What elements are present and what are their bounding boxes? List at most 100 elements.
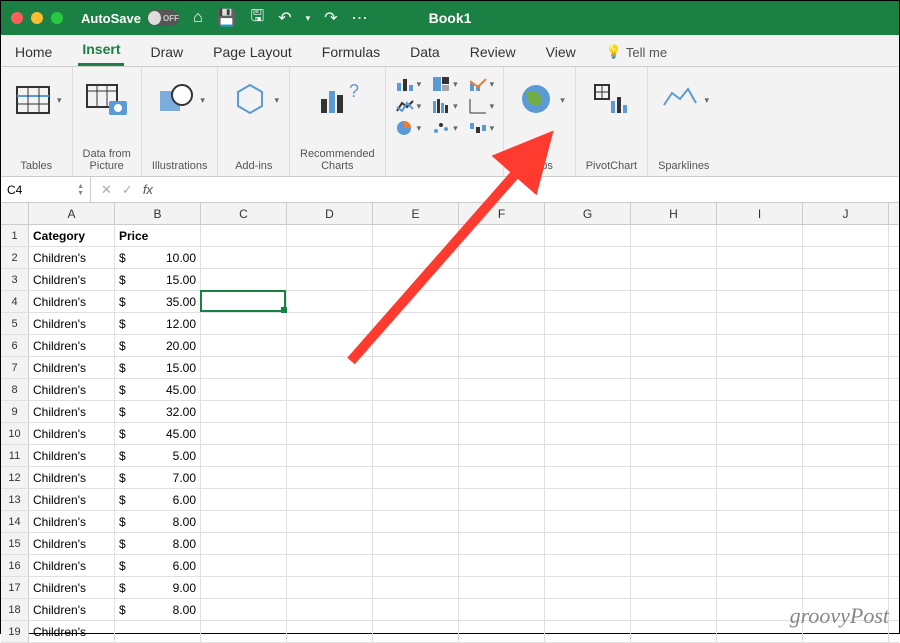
cell[interactable]: Children's — [29, 269, 115, 290]
table-row[interactable]: 13Children's$6.00 — [1, 489, 899, 511]
cell[interactable] — [287, 423, 373, 444]
cell[interactable] — [631, 511, 717, 532]
cell[interactable]: $5.00 — [115, 445, 201, 466]
tab-review[interactable]: Review — [466, 38, 520, 66]
tab-formulas[interactable]: Formulas — [318, 38, 384, 66]
cell[interactable] — [287, 555, 373, 576]
cell[interactable] — [287, 247, 373, 268]
cell[interactable]: $9.00 — [115, 577, 201, 598]
cell[interactable] — [459, 577, 545, 598]
cell[interactable]: $15.00 — [115, 269, 201, 290]
cell[interactable] — [631, 357, 717, 378]
cell[interactable] — [631, 533, 717, 554]
cell[interactable]: $35.00 — [115, 291, 201, 312]
cell[interactable] — [201, 445, 287, 466]
row-header[interactable]: 1 — [1, 225, 29, 246]
close-window-icon[interactable] — [11, 12, 23, 24]
col-header[interactable]: A — [29, 203, 115, 224]
cell[interactable]: Children's — [29, 423, 115, 444]
row-header[interactable]: 7 — [1, 357, 29, 378]
cell[interactable] — [545, 489, 631, 510]
cell[interactable] — [459, 533, 545, 554]
cell[interactable] — [631, 379, 717, 400]
row-header[interactable]: 9 — [1, 401, 29, 422]
group-data-from-picture[interactable]: Data from Picture — [73, 67, 142, 176]
cell[interactable] — [545, 533, 631, 554]
cell[interactable] — [459, 269, 545, 290]
cell[interactable] — [459, 445, 545, 466]
cell[interactable] — [545, 555, 631, 576]
cell[interactable] — [803, 269, 889, 290]
cell[interactable] — [631, 335, 717, 356]
group-tables[interactable]: ▾ Tables — [1, 67, 73, 176]
cell[interactable] — [287, 445, 373, 466]
col-header[interactable]: E — [373, 203, 459, 224]
cell[interactable] — [803, 445, 889, 466]
row-header[interactable]: 3 — [1, 269, 29, 290]
autosave-toggle[interactable]: AutoSave OFF — [81, 10, 179, 26]
table-row[interactable]: 12Children's$7.00 — [1, 467, 899, 489]
cell[interactable] — [373, 555, 459, 576]
save-as-icon[interactable]: 🖫 — [251, 5, 265, 32]
cell[interactable]: $8.00 — [115, 533, 201, 554]
tab-draw[interactable]: Draw — [146, 38, 187, 66]
cell[interactable] — [717, 401, 803, 422]
cell[interactable] — [459, 335, 545, 356]
cell[interactable] — [287, 621, 373, 642]
cell[interactable]: $6.00 — [115, 555, 201, 576]
cell[interactable]: Children's — [29, 291, 115, 312]
cell[interactable] — [201, 269, 287, 290]
table-row[interactable]: 15Children's$8.00 — [1, 533, 899, 555]
cell[interactable]: $32.00 — [115, 401, 201, 422]
row-header[interactable]: 17 — [1, 577, 29, 598]
table-row[interactable]: 5Children's$12.00 — [1, 313, 899, 335]
cell[interactable] — [717, 335, 803, 356]
cell[interactable] — [459, 599, 545, 620]
undo-icon[interactable]: ↶ — [278, 8, 291, 28]
cell[interactable] — [545, 357, 631, 378]
row-header[interactable]: 10 — [1, 423, 29, 444]
group-illustrations[interactable]: ▾ Illustrations — [142, 67, 219, 176]
home-icon[interactable]: ⌂ — [193, 9, 203, 27]
cell[interactable] — [287, 599, 373, 620]
col-header[interactable]: C — [201, 203, 287, 224]
table-row[interactable]: 8Children's$45.00 — [1, 379, 899, 401]
col-header[interactable]: F — [459, 203, 545, 224]
group-maps[interactable]: ▾ Maps — [504, 67, 576, 176]
treemap-chart-button[interactable]: ▾ — [431, 75, 458, 93]
cell[interactable] — [631, 599, 717, 620]
col-header[interactable]: D — [287, 203, 373, 224]
cell[interactable] — [287, 511, 373, 532]
cell[interactable] — [631, 467, 717, 488]
cell[interactable] — [373, 247, 459, 268]
cell[interactable] — [545, 379, 631, 400]
cell[interactable] — [287, 335, 373, 356]
cell[interactable] — [373, 577, 459, 598]
cell[interactable]: Children's — [29, 357, 115, 378]
tab-data[interactable]: Data — [406, 38, 444, 66]
col-header[interactable]: G — [545, 203, 631, 224]
cell[interactable] — [631, 269, 717, 290]
row-header[interactable]: 14 — [1, 511, 29, 532]
cell[interactable] — [287, 467, 373, 488]
confirm-formula-icon[interactable]: ✓ — [122, 182, 133, 198]
cell[interactable]: Children's — [29, 313, 115, 334]
cell[interactable] — [717, 467, 803, 488]
cell[interactable] — [631, 225, 717, 246]
tell-me-search[interactable]: 💡 Tell me — [602, 38, 671, 66]
cell[interactable] — [803, 313, 889, 334]
cell[interactable]: $45.00 — [115, 379, 201, 400]
row-header[interactable]: 4 — [1, 291, 29, 312]
cell[interactable]: Children's — [29, 445, 115, 466]
row-header[interactable]: 15 — [1, 533, 29, 554]
cell[interactable] — [287, 489, 373, 510]
table-row[interactable]: 14Children's$8.00 — [1, 511, 899, 533]
cell[interactable] — [459, 225, 545, 246]
cell[interactable] — [717, 313, 803, 334]
cell[interactable] — [631, 577, 717, 598]
cell[interactable] — [459, 401, 545, 422]
cell[interactable] — [459, 423, 545, 444]
table-row[interactable]: 17Children's$9.00 — [1, 577, 899, 599]
cell[interactable] — [717, 511, 803, 532]
group-recommended-charts[interactable]: ? Recommended Charts — [290, 67, 386, 176]
